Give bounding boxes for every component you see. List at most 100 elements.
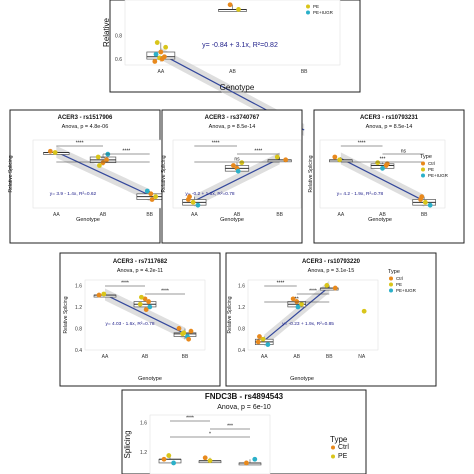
chart-subtitle: Anova, p = 4.8e-06	[62, 124, 109, 130]
chart-title: ACER3 - rs10793220	[302, 259, 361, 265]
x-tick-label: AA	[261, 354, 268, 360]
data-point	[161, 456, 167, 462]
significance-label: ns	[234, 157, 240, 163]
data-point	[227, 2, 233, 8]
x-tick-label: BB	[421, 212, 428, 218]
trend-line	[340, 157, 425, 202]
data-point	[139, 294, 144, 300]
data-point	[171, 460, 177, 466]
data-point	[144, 188, 150, 194]
x-tick-label: AB	[142, 354, 149, 360]
significance-label: ***	[380, 157, 386, 163]
legend-entry: Ctrl	[396, 276, 403, 281]
data-point	[294, 299, 300, 304]
significance-label: ****	[121, 281, 129, 287]
data-point	[181, 330, 187, 336]
data-point	[148, 191, 154, 197]
x-tick-label: AB	[234, 212, 241, 218]
trend-line	[194, 157, 280, 202]
data-point	[255, 339, 261, 345]
legend-swatch	[389, 288, 393, 293]
chart-title: FNDC3B - rs4894543	[205, 392, 284, 401]
y-tick-label: 1.6	[75, 283, 82, 289]
chart-panel: **** **** ns AA AB BB ACER3 - rs3740767 Anova, …	[161, 109, 303, 244]
data-point	[419, 194, 425, 200]
significance-label: ****	[212, 141, 220, 147]
y-axis-label: Relative Splicing	[63, 296, 69, 333]
data-point	[332, 285, 338, 291]
data-point	[143, 307, 149, 313]
regression-equation: y= 4.03 - 1.6x, R²=0.78	[105, 321, 154, 327]
x-tick-label: BB	[146, 212, 153, 218]
data-point	[104, 157, 109, 163]
significance-label: **	[101, 157, 105, 163]
legend-title: Type	[388, 269, 400, 275]
data-point	[290, 296, 296, 302]
chart-title: ACER3 - rs10793231	[360, 115, 419, 121]
x-tick-label: AB	[229, 69, 236, 75]
x-tick-label: BB	[276, 212, 283, 218]
regression-equation: y= -0.23 + 1.9x, R²=0.85	[282, 321, 334, 327]
data-point	[96, 292, 102, 298]
y-tick-label: 1.2	[238, 305, 245, 311]
x-axis-label: Genotype	[138, 376, 162, 382]
data-point	[384, 161, 390, 167]
chart-panel: **** ns *** AA AB BB ACER3 - rs10793231 Anova, …	[308, 109, 465, 244]
x-axis-label: Genotype	[290, 376, 314, 382]
x-tick-label: AB	[379, 212, 386, 218]
x-axis-label: Genotype	[368, 217, 392, 223]
y-tick-label: 1.2	[140, 450, 147, 456]
legend-swatch	[421, 167, 425, 172]
data-point	[207, 458, 213, 464]
chart-subtitle: Anova, p = 3.1e-15	[308, 268, 355, 274]
legend-entry: Ctrl	[338, 444, 349, 451]
legend-swatch	[331, 454, 335, 459]
data-point	[147, 304, 153, 310]
x-tick-label: BB	[301, 69, 308, 75]
data-point	[244, 460, 249, 466]
legend-title: Type	[330, 435, 348, 444]
data-point	[295, 304, 301, 310]
y-tick-label: 0.8	[115, 33, 122, 39]
x-tick-label: AB	[100, 212, 107, 218]
data-point	[361, 308, 367, 314]
data-point	[252, 456, 258, 462]
x-axis-label: Genotype	[220, 83, 255, 92]
data-point	[97, 163, 102, 168]
data-point	[236, 7, 241, 12]
y-tick-label: 0.4	[75, 348, 82, 354]
data-point	[283, 157, 289, 163]
y-axis-label: Relative Splicing	[161, 155, 167, 192]
y-tick-label: 1.6	[140, 420, 147, 426]
significance-label: *	[209, 432, 211, 438]
x-tick-label: AA	[102, 354, 109, 360]
data-point	[142, 296, 148, 302]
x-tick-label: AA	[337, 212, 344, 218]
legend-swatch	[306, 4, 310, 9]
data-point	[274, 154, 280, 160]
regression-equation: y= 4.2 - 1.9x, R²=0.78	[337, 191, 384, 197]
y-axis-label: Relative	[102, 18, 111, 47]
significance-label: ****	[186, 416, 194, 422]
data-point	[299, 301, 304, 307]
y-tick-label: 0.8	[238, 326, 245, 332]
data-point	[166, 453, 172, 458]
data-point	[195, 202, 201, 208]
legend-entry: Ctrl	[428, 161, 435, 166]
legend-swatch	[421, 173, 425, 178]
data-point	[158, 49, 164, 55]
chart-subtitle: Anova, p = 8.5e-14	[209, 124, 256, 130]
data-point	[52, 150, 58, 155]
legend-entry: PE+IUGR	[396, 288, 417, 293]
chart-subtitle: Anova, p = 4.2e-11	[117, 268, 163, 274]
x-axis-label: Genotype	[76, 217, 100, 223]
data-point	[265, 342, 271, 348]
data-point	[235, 168, 241, 174]
data-point	[324, 282, 330, 288]
y-axis-label: Splicing	[123, 430, 132, 458]
y-axis-label: Relative Splicing	[308, 155, 314, 192]
data-point	[159, 56, 165, 62]
